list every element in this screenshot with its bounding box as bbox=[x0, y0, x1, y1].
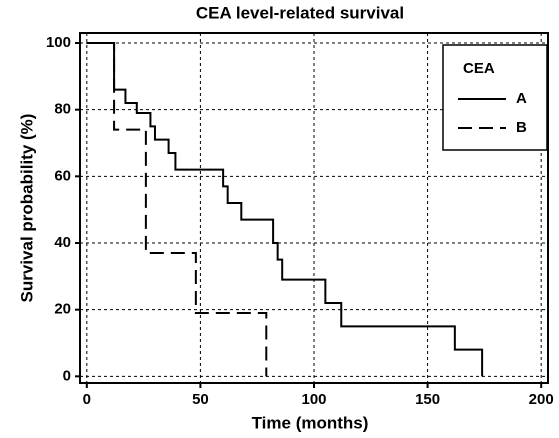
survival-line bbox=[86, 42, 268, 377]
x-tick-label: 200 bbox=[529, 391, 554, 408]
survival-line bbox=[86, 42, 484, 377]
legend-box bbox=[442, 44, 548, 151]
plot-frame bbox=[79, 32, 549, 384]
y-axis-label: Survival probability (%) bbox=[17, 114, 36, 303]
y-tick-label: 20 bbox=[54, 301, 71, 318]
chart-title: CEA level-related survival bbox=[196, 3, 404, 22]
x-tick-label: 150 bbox=[415, 391, 440, 408]
x-tick-label: 50 bbox=[192, 391, 209, 408]
y-tick-label: 0 bbox=[63, 367, 71, 384]
legend-label: A bbox=[516, 90, 527, 107]
y-tick-label: 80 bbox=[54, 101, 71, 118]
y-tick-label: 100 bbox=[46, 34, 71, 51]
x-axis-label: Time (months) bbox=[252, 413, 369, 432]
y-tick-label: 40 bbox=[54, 234, 71, 251]
legend-label: B bbox=[516, 119, 527, 136]
legend-title: CEA bbox=[463, 60, 495, 77]
x-tick-label: 100 bbox=[301, 391, 326, 408]
y-tick-label: 60 bbox=[54, 167, 71, 184]
x-tick-label: 0 bbox=[83, 391, 91, 408]
